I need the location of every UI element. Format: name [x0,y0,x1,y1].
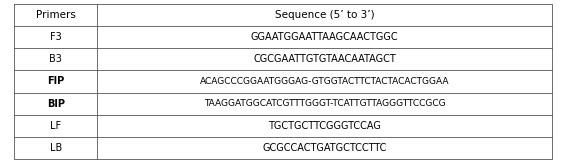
Bar [14,26,97,48]
Text: F3: F3 [50,32,62,42]
Text: LB: LB [50,143,62,153]
Bar [97,93,552,115]
Bar [97,115,552,137]
Bar [14,115,97,137]
Text: CGCGAATTGTGTAACAATAGCT: CGCGAATTGTGTAACAATAGCT [254,54,396,64]
Text: FIP: FIP [47,76,65,87]
Bar [14,137,97,159]
Bar [14,70,97,93]
Text: LF: LF [50,121,61,131]
Text: ACAGCCCGGAATGGGAG-GTGGTACTTCTACTACACTGGAA: ACAGCCCGGAATGGGAG-GTGGTACTTCTACTACACTGGA… [200,77,449,86]
Text: BIP: BIP [47,99,65,109]
Bar [97,137,552,159]
Bar [14,93,97,115]
Bar [97,48,552,70]
Bar [14,48,97,70]
Bar [97,4,552,26]
Text: GCGCCACTGATGCTCCTTC: GCGCCACTGATGCTCCTTC [263,143,387,153]
Text: TGCTGCTTCGGGTCCAG: TGCTGCTTCGGGTCCAG [268,121,381,131]
Bar [97,26,552,48]
Text: B3: B3 [49,54,62,64]
Text: TAAGGATGGCATCGTTTGGGT-TCATTGTTAGGGTTCCGCG: TAAGGATGGCATCGTTTGGGT-TCATTGTTAGGGTTCCGC… [204,99,445,108]
Text: GGAATGGAATTAAGCAACTGGC: GGAATGGAATTAAGCAACTGGC [251,32,398,42]
Text: Sequence (5’ to 3’): Sequence (5’ to 3’) [275,10,375,20]
Bar [14,4,97,26]
Text: Primers: Primers [36,10,76,20]
Bar [97,70,552,93]
